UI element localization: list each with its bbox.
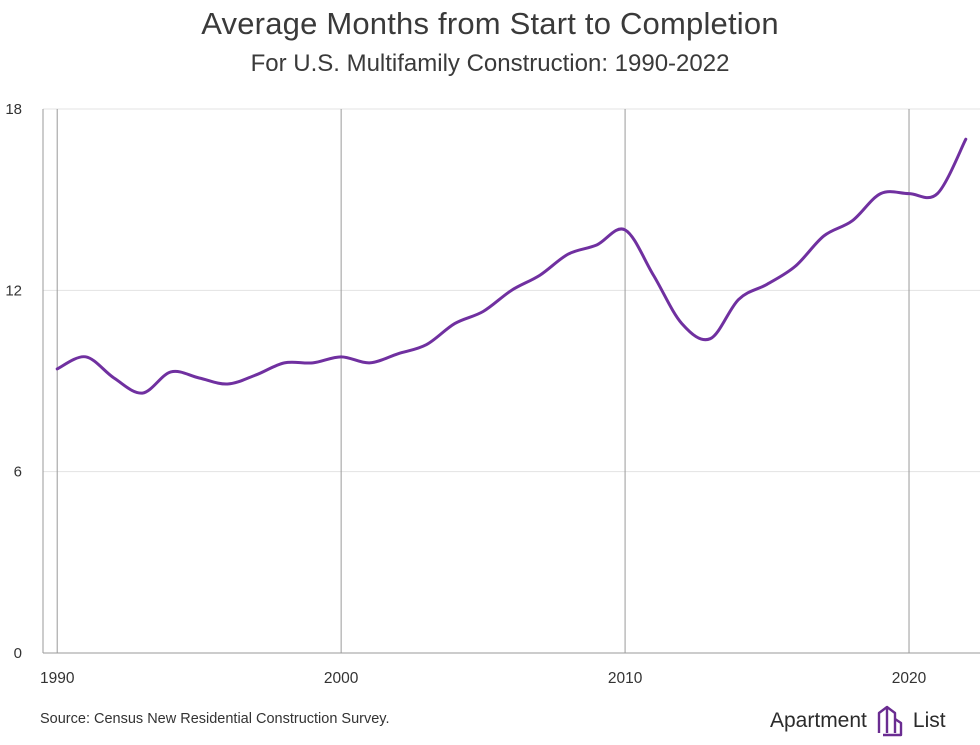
- x-tick-label: 2010: [608, 670, 643, 687]
- y-tick-label: 18: [5, 101, 22, 118]
- x-tick-label: 2020: [892, 670, 927, 687]
- y-tick-label: 6: [14, 464, 22, 481]
- y-tick-label: 0: [14, 645, 22, 662]
- brand-name-right: List: [912, 709, 946, 732]
- chart-title: Average Months from Start to Completion: [201, 6, 779, 41]
- x-tick-label: 1990: [40, 670, 75, 687]
- line-chart: 1990 2000 2010 2020 0 6 12 18: [5, 101, 980, 687]
- chart-subtitle: For U.S. Multifamily Construction: 1990-…: [250, 50, 730, 77]
- brand-logo: Apartment List: [770, 703, 946, 739]
- y-axis-labels: 0 6 12 18: [5, 101, 22, 662]
- x-tick-label: 2000: [324, 670, 359, 687]
- series-line: [55, 137, 968, 395]
- gridlines: [42, 108, 980, 654]
- x-axis-labels: 1990 2000 2010 2020: [40, 670, 927, 687]
- series-group: [55, 137, 968, 395]
- brand-name-left: Apartment: [770, 709, 867, 732]
- y-tick-label: 12: [5, 282, 22, 299]
- building-icon: [877, 705, 903, 737]
- source-note: Source: Census New Residential Construct…: [40, 711, 390, 727]
